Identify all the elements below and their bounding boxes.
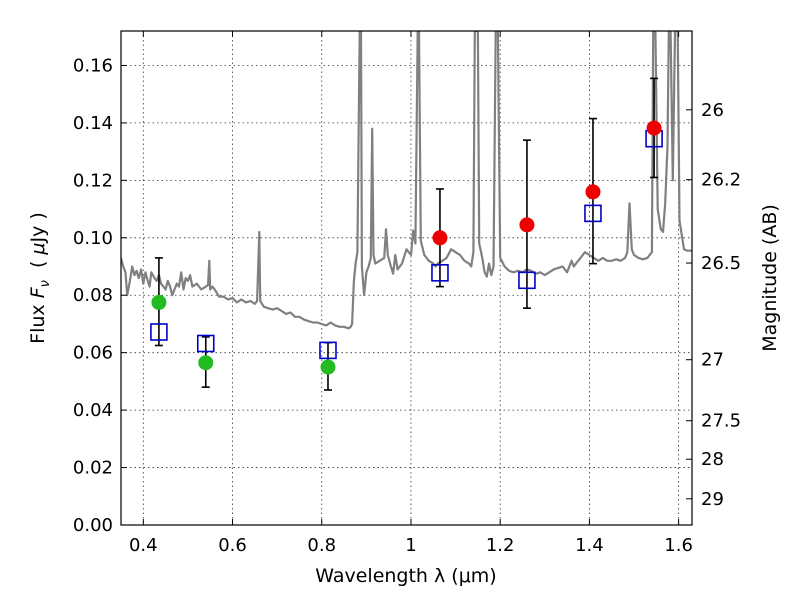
x-tick-label: 0.4 bbox=[129, 535, 158, 556]
plot-frame bbox=[120, 30, 693, 526]
model-spectrum-line bbox=[121, 31, 692, 330]
x-tick-label: 0.6 bbox=[218, 535, 247, 556]
model-spectrum-layer bbox=[121, 31, 692, 330]
model-band-square bbox=[150, 323, 168, 341]
y-axis-label: Flux Fν ( μJy ) bbox=[27, 212, 53, 344]
model-band-square bbox=[196, 334, 215, 353]
x-tick-label: 1.2 bbox=[486, 535, 515, 556]
y-tick-label: 0.10 bbox=[73, 228, 113, 249]
observed-point-green bbox=[198, 355, 214, 371]
data-marks-layer bbox=[150, 77, 663, 391]
x-axis-label: Wavelength λ (μm) bbox=[315, 565, 496, 587]
observed-point-red bbox=[519, 217, 535, 233]
observed-point-green bbox=[320, 359, 336, 375]
y2-axis-label: Magnitude (AB) bbox=[759, 204, 781, 352]
observed-point-red bbox=[432, 230, 448, 246]
y2-tick-label: 27 bbox=[701, 350, 724, 371]
x-tick-label: 1 bbox=[405, 535, 416, 556]
y2-tick-label: 27.5 bbox=[701, 411, 741, 432]
observed-point-red bbox=[646, 120, 662, 136]
y-tick-label: 0.06 bbox=[73, 343, 113, 364]
y-tick-label: 0.04 bbox=[73, 400, 113, 421]
y2-tick-label: 26.2 bbox=[701, 170, 741, 191]
plot-background bbox=[121, 31, 692, 525]
x-tick-label: 1.6 bbox=[664, 535, 693, 556]
model-band-square bbox=[584, 204, 602, 223]
y-tick-label: 0.16 bbox=[73, 55, 113, 76]
x-tick-label: 1.4 bbox=[575, 535, 604, 556]
x-tick-label: 0.8 bbox=[307, 535, 336, 556]
axis-ticks: 0.4 0.6 0.8 1 1.2 1.4 1.6 0.00 0.02 0.04 0.06 0.08 0… bbox=[73, 31, 741, 556]
y-tick-label: 0.00 bbox=[73, 515, 113, 536]
model-band-square bbox=[518, 271, 536, 290]
y2-tick-label: 28 bbox=[701, 449, 724, 470]
model-band-square bbox=[319, 341, 337, 360]
observed-point-green bbox=[151, 294, 167, 310]
y2-tick-label: 26.5 bbox=[701, 253, 741, 274]
y-tick-label: 0.14 bbox=[73, 113, 113, 134]
observed-point-red bbox=[585, 184, 601, 200]
y-tick-label: 0.12 bbox=[73, 170, 113, 191]
y-tick-label: 0.08 bbox=[73, 285, 113, 306]
y2-tick-label: 29 bbox=[701, 489, 724, 510]
model-band-square bbox=[431, 264, 449, 282]
y-tick-label: 0.02 bbox=[73, 458, 113, 479]
y2-tick-label: 26 bbox=[701, 100, 724, 121]
